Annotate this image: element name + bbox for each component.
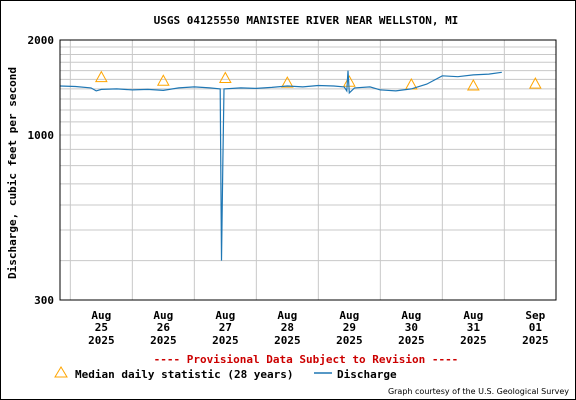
- x-tick-year-label: 2025: [522, 334, 549, 347]
- x-tick-month-label: Aug: [215, 309, 235, 322]
- x-tick-year-label: 2025: [88, 334, 115, 347]
- grid-lines: [60, 40, 556, 300]
- x-tick-month-label: Aug: [277, 309, 297, 322]
- provisional-note: ---- Provisional Data Subject to Revisio…: [154, 353, 459, 366]
- x-tick-year-label: 2025: [274, 334, 301, 347]
- legend: Median daily statistic (28 years) Discha…: [54, 366, 397, 381]
- x-tick-day-label: 01: [529, 321, 543, 334]
- median-marker: [156, 74, 170, 86]
- x-tick-year-label: 2025: [460, 334, 487, 347]
- x-tick-month-label: Aug: [339, 309, 359, 322]
- x-tick-year-label: 2025: [398, 334, 425, 347]
- x-tick-month-label: Aug: [91, 309, 111, 322]
- median-marker: [466, 78, 480, 91]
- y-tick-labels: 300 1000 2000: [28, 34, 55, 307]
- discharge-line: [59, 70, 502, 261]
- x-tick-year-label: 2025: [150, 334, 177, 347]
- plot-area-border: [59, 39, 557, 301]
- x-tick-month-label: Aug: [401, 309, 421, 322]
- legend-median-label: Median daily statistic (28 years): [75, 368, 294, 381]
- chart-title: USGS 04125550 MANISTEE RIVER NEAR WELLST…: [154, 14, 459, 27]
- x-tick-day-label: 29: [343, 321, 356, 334]
- legend-median-marker-icon: [54, 366, 68, 378]
- x-tick-day-label: 30: [405, 321, 418, 334]
- y-axis-label: Discharge, cubic feet per second: [6, 67, 19, 279]
- y-tick-label: 300: [34, 294, 54, 307]
- plot-series: [59, 70, 542, 261]
- median-marker: [528, 77, 542, 89]
- median-marker: [94, 70, 108, 83]
- x-tick-labels: Aug252025Aug262025Aug272025Aug282025Aug2…: [88, 309, 548, 347]
- x-tick-year-label: 2025: [336, 334, 363, 347]
- x-tick-month-label: Sep: [525, 309, 545, 322]
- legend-discharge-label: Discharge: [337, 368, 397, 381]
- y-tick-label: 2000: [28, 34, 55, 47]
- usgs-credit: Graph courtesy of the U.S. Geological Su…: [387, 387, 569, 396]
- x-tick-day-label: 28: [281, 321, 294, 334]
- x-tick-day-label: 26: [157, 321, 171, 334]
- y-tick-label: 1000: [28, 129, 55, 142]
- x-tick-month-label: Aug: [153, 309, 173, 322]
- x-tick-day-label: 31: [467, 321, 481, 334]
- x-tick-year-label: 2025: [212, 334, 239, 347]
- median-marker: [218, 71, 232, 84]
- x-tick-day-label: 25: [95, 321, 108, 334]
- x-tick-day-label: 27: [219, 321, 232, 334]
- median-marker: [280, 76, 294, 88]
- x-tick-month-label: Aug: [463, 309, 483, 322]
